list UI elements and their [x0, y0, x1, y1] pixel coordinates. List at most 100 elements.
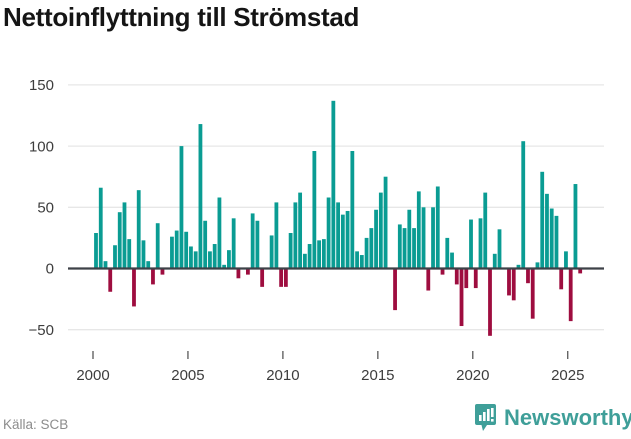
bar-2004Q3 — [179, 146, 184, 269]
logo-bar-1 — [479, 415, 482, 421]
bar-2015Q2 — [383, 176, 388, 269]
bar-2004Q2 — [174, 230, 179, 269]
bar-2012Q2 — [326, 197, 331, 269]
bar-2001Q1 — [113, 245, 117, 269]
bar-2022Q4 — [526, 268, 530, 284]
bar-2003Q2 — [155, 223, 160, 269]
bar-2005Q3 — [198, 124, 203, 269]
bar-2018Q1 — [435, 186, 440, 269]
bar-2019Q1 — [454, 268, 459, 285]
newsworthy-logo-text: Newsworthy — [504, 405, 631, 430]
bar-2014Q2 — [364, 237, 369, 269]
x-tick-label-2000: 2000 — [76, 367, 109, 384]
bar-2012Q4 — [336, 202, 340, 269]
x-tick-label-2025: 2025 — [551, 367, 584, 384]
bar-2021Q2 — [497, 229, 502, 269]
y-tick-label--50: −50 — [29, 322, 54, 339]
bar-2007Q2 — [231, 218, 236, 269]
bar-2024Q3 — [559, 268, 564, 290]
bar-2017Q4 — [431, 207, 435, 269]
logo-exclamation-dot — [491, 419, 494, 422]
bar-2008Q1 — [246, 268, 250, 275]
bar-2018Q4 — [450, 252, 454, 269]
bar-2020Q2 — [478, 218, 483, 269]
bar-2012Q1 — [321, 239, 326, 269]
bar-2001Q2 — [117, 212, 122, 269]
bar-2010Q1 — [283, 268, 288, 287]
bar-2009Q3 — [274, 202, 279, 269]
bar-2022Q3 — [521, 141, 526, 269]
bar-2007Q1 — [227, 250, 231, 269]
bar-2021Q4 — [507, 268, 511, 296]
bar-2024Q1 — [549, 208, 554, 269]
bar-2013Q2 — [345, 210, 350, 269]
bar-2019Q4 — [469, 219, 473, 269]
bar-2018Q3 — [445, 237, 450, 269]
newsworthy-logo[interactable]: Newsworthy — [475, 404, 631, 433]
bar-2012Q3 — [331, 100, 336, 269]
bar-2022Q1 — [511, 268, 516, 301]
bar-2000Q3 — [103, 261, 108, 269]
bar-2008Q2 — [250, 213, 255, 269]
bar-2011Q2 — [307, 244, 312, 269]
bar-2013Q1 — [340, 214, 345, 269]
logo-bar-2 — [483, 412, 486, 421]
bar-2009Q4 — [279, 268, 284, 287]
bar-2019Q2 — [459, 268, 464, 327]
bar-2010Q3 — [293, 202, 298, 269]
bar-2008Q4 — [260, 268, 265, 287]
bar-2024Q2 — [554, 215, 559, 269]
bar-2017Q3 — [426, 268, 431, 291]
x-tick-label-2010: 2010 — [266, 367, 299, 384]
bar-2016Q1 — [397, 224, 402, 269]
bar-2017Q1 — [416, 191, 421, 269]
bar-2005Q2 — [193, 251, 198, 269]
bar-2000Q2 — [98, 187, 103, 269]
bar-2003Q1 — [151, 268, 155, 285]
bar-2013Q4 — [355, 251, 359, 269]
bar-2025Q3 — [578, 268, 583, 274]
bar-2010Q2 — [288, 233, 293, 269]
bar-2024Q4 — [564, 251, 568, 269]
bar-2011Q4 — [317, 240, 322, 269]
logo-bar-3 — [487, 409, 490, 421]
bar-2010Q4 — [298, 192, 303, 269]
bar-2011Q1 — [302, 253, 307, 269]
bar-2008Q3 — [255, 220, 260, 269]
bar-2002Q4 — [146, 261, 151, 269]
source-label: Källa: SCB — [3, 417, 69, 432]
bar-2004Q4 — [184, 231, 189, 269]
bar-2013Q3 — [350, 151, 355, 269]
newsworthy-logo-icon — [475, 404, 496, 431]
bar-2014Q1 — [359, 255, 364, 269]
bar-2015Q4 — [393, 268, 397, 311]
bar-2022Q2 — [516, 264, 521, 269]
bar-2006Q3 — [217, 197, 222, 269]
bar-2021Q1 — [492, 253, 497, 269]
bar-2020Q3 — [483, 192, 488, 269]
chart-title: Nettoinflyttning till Strömstad — [3, 2, 360, 32]
bar-2023Q1 — [530, 268, 535, 319]
bar-2005Q4 — [203, 220, 208, 269]
y-tick-label-0: 0 — [46, 261, 54, 278]
bar-2003Q3 — [160, 268, 165, 275]
bar-2019Q3 — [464, 268, 469, 289]
bar-2001Q4 — [127, 239, 132, 269]
y-tick-label-50: 50 — [37, 200, 54, 217]
bar-2002Q3 — [141, 240, 146, 269]
bar-2011Q3 — [312, 151, 317, 269]
bar-2000Q1 — [94, 233, 98, 269]
bar-2023Q4 — [545, 193, 549, 269]
bar-2020Q1 — [473, 268, 478, 289]
bar-2015Q1 — [378, 192, 383, 269]
bar-2016Q2 — [402, 228, 407, 269]
bar-2018Q2 — [440, 268, 445, 275]
y-tick-label-100: 100 — [29, 138, 54, 155]
bar-2025Q1 — [568, 268, 573, 322]
bar-2020Q4 — [488, 268, 492, 336]
bar-2001Q3 — [122, 202, 127, 269]
bar-2016Q3 — [407, 209, 412, 269]
bar-2023Q3 — [540, 171, 545, 269]
